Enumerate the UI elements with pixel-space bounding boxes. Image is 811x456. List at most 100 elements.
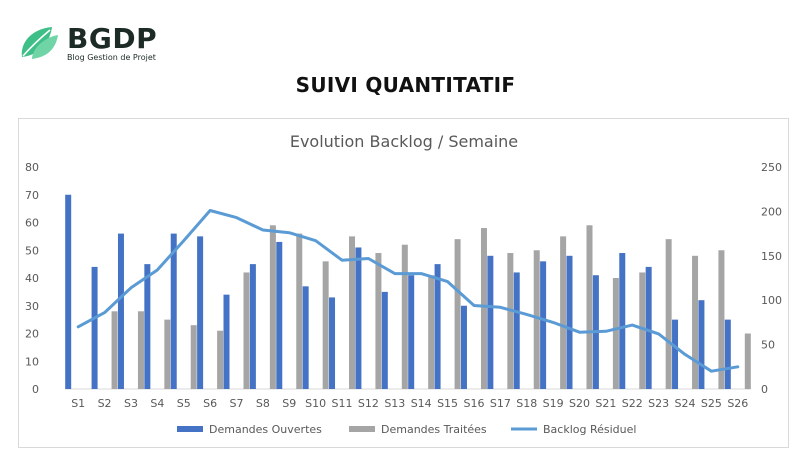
x-tick-label: S25	[701, 397, 722, 410]
legend-swatch	[349, 426, 375, 432]
bar-demandes-traitees	[480, 228, 487, 389]
x-tick-label: S23	[648, 397, 669, 410]
chart-container: Evolution Backlog / Semaine 0 10 20 30 40 50 6…	[18, 118, 789, 448]
x-tick-label: S3	[124, 397, 138, 410]
legend-label: Demandes Traitées	[381, 423, 487, 436]
x-tick-label: S19	[543, 397, 564, 410]
x-tick-label: S11	[332, 397, 353, 410]
x-tick-label: S17	[490, 397, 511, 410]
bar-demandes-traitees	[401, 244, 408, 389]
x-tick-label: S13	[384, 397, 405, 410]
bar-demandes-ouvertes	[117, 233, 124, 389]
x-tick-label: S24	[675, 397, 696, 410]
bar-demandes-ouvertes	[276, 241, 283, 389]
y2-tick-label: 150	[761, 250, 782, 263]
x-tick-label: S14	[411, 397, 432, 410]
legend-swatch	[177, 426, 203, 432]
bar-demandes-traitees	[217, 330, 224, 389]
bar-demandes-ouvertes	[619, 253, 626, 389]
y2-tick-label: 200	[761, 205, 782, 218]
y-tick-label: 20	[25, 328, 39, 341]
chart-bars	[65, 194, 751, 389]
line-backlog-residuel	[76, 209, 740, 373]
bar-demandes-ouvertes	[144, 264, 151, 389]
x-tick-label: S5	[177, 397, 191, 410]
bar-demandes-traitees	[612, 278, 619, 389]
legend-label: Backlog Résiduel	[543, 423, 636, 436]
x-tick-label: S8	[256, 397, 270, 410]
y-tick-label: 60	[25, 217, 39, 230]
bar-demandes-traitees	[243, 272, 250, 389]
bar-demandes-ouvertes	[408, 275, 415, 389]
bar-demandes-traitees	[586, 225, 593, 389]
bar-demandes-ouvertes	[434, 264, 441, 389]
bar-demandes-ouvertes	[197, 236, 204, 389]
x-tick-label: S2	[98, 397, 112, 410]
x-tick-label: S9	[282, 397, 296, 410]
y-tick-label: 0	[32, 383, 39, 396]
brand-name: BGDP	[67, 22, 158, 55]
bar-demandes-traitees	[349, 236, 356, 389]
chart-legend: Demandes Ouvertes Demandes Traitées Backlo…	[177, 423, 636, 436]
bar-demandes-ouvertes	[540, 261, 547, 389]
bar-demandes-traitees	[560, 236, 567, 389]
bar-demandes-ouvertes	[645, 266, 652, 389]
x-tick-label: S21	[595, 397, 616, 410]
y-tick-label: 70	[25, 189, 39, 202]
bar-demandes-ouvertes	[329, 297, 336, 389]
bar-demandes-traitees	[322, 261, 329, 389]
x-tick-label: S15	[437, 397, 458, 410]
bar-demandes-traitees	[507, 253, 514, 389]
bar-demandes-traitees	[454, 239, 461, 389]
bar-demandes-ouvertes	[513, 272, 520, 389]
bar-demandes-traitees	[164, 319, 171, 389]
bar-demandes-traitees	[190, 325, 197, 389]
x-tick-label: S26	[727, 397, 748, 410]
bar-demandes-ouvertes	[302, 286, 309, 389]
y2-tick-label: 100	[761, 294, 782, 307]
bar-demandes-ouvertes	[460, 305, 467, 389]
x-tick-label: S7	[230, 397, 244, 410]
bar-demandes-ouvertes	[249, 264, 256, 389]
bar-demandes-traitees	[296, 233, 303, 389]
bar-demandes-ouvertes	[672, 319, 679, 389]
y-tick-label: 30	[25, 300, 39, 313]
bar-demandes-ouvertes	[487, 255, 494, 389]
bar-demandes-traitees	[428, 275, 435, 389]
bar-demandes-ouvertes	[566, 255, 573, 389]
bar-demandes-ouvertes	[355, 247, 362, 389]
bar-demandes-traitees	[744, 333, 751, 389]
y2-tick-label: 0	[761, 383, 768, 396]
bar-demandes-traitees	[639, 272, 646, 389]
y-tick-label: 40	[25, 272, 39, 285]
bar-demandes-ouvertes	[698, 300, 705, 389]
chart-title: Evolution Backlog / Semaine	[290, 132, 518, 151]
brand-tagline: Blog Gestion de Projet	[67, 53, 156, 62]
x-tick-label: S16	[463, 397, 484, 410]
bar-demandes-traitees	[137, 311, 144, 389]
bar-demandes-traitees	[375, 253, 382, 389]
x-tick-label: S18	[516, 397, 537, 410]
y-tick-label: 50	[25, 244, 39, 257]
page-title: SUIVI QUANTITATIF	[295, 73, 516, 97]
bar-demandes-ouvertes	[724, 319, 731, 389]
bar-demandes-ouvertes	[65, 194, 72, 389]
x-tick-label: S22	[622, 397, 643, 410]
bar-demandes-traitees	[718, 250, 725, 389]
bar-demandes-ouvertes	[91, 266, 98, 389]
bar-demandes-ouvertes	[381, 291, 388, 389]
legend-label: Demandes Ouvertes	[209, 423, 322, 436]
x-tick-label: S12	[358, 397, 379, 410]
y-tick-label: 80	[25, 161, 39, 174]
chart-axes: 0 10 20 30 40 50 60 70 80 0 50 100 150 200 250 S1 S2 S3 S4…	[25, 161, 782, 410]
bar-demandes-ouvertes	[170, 233, 177, 389]
x-tick-label: S4	[150, 397, 164, 410]
bar-demandes-traitees	[269, 225, 276, 389]
chart-line	[76, 209, 740, 373]
bar-demandes-traitees	[533, 250, 540, 389]
y2-tick-label: 250	[761, 161, 782, 174]
bar-demandes-traitees	[665, 239, 672, 389]
brand-logo: BGDP Blog Gestion de Projet	[18, 24, 218, 68]
x-tick-label: S6	[203, 397, 217, 410]
y-tick-label: 10	[25, 355, 39, 368]
